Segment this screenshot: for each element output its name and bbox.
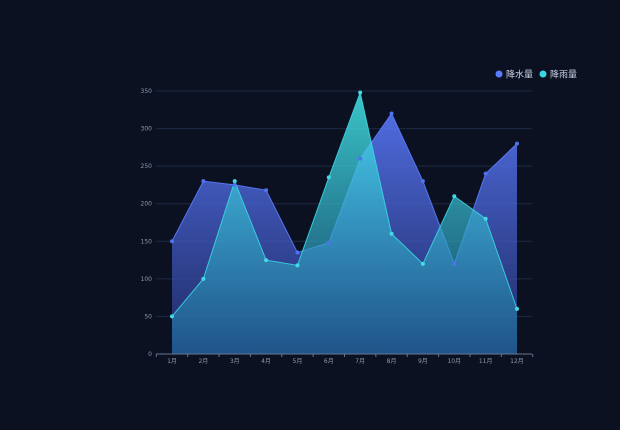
data-point-s1[interactable] xyxy=(483,171,488,176)
data-point-s2[interactable] xyxy=(358,90,363,95)
y-axis: 0 50 100 150 200 250 300 350 xyxy=(141,88,153,358)
legend-marker-icon xyxy=(495,70,503,78)
y-tick-label: 200 xyxy=(141,201,153,208)
series-line-2 xyxy=(171,90,518,317)
data-point-s1[interactable] xyxy=(232,182,237,187)
data-point-s2[interactable] xyxy=(515,306,519,311)
data-point-s1[interactable] xyxy=(264,188,269,193)
x-tick-label: 7月 xyxy=(355,358,365,365)
data-point-s2[interactable] xyxy=(170,314,174,319)
data-point-s1[interactable] xyxy=(515,141,519,146)
x-tick-label: 4月 xyxy=(261,358,271,365)
y-tick-label: 300 xyxy=(141,126,153,133)
data-point-s2[interactable] xyxy=(232,179,237,184)
series-areas xyxy=(171,90,518,355)
x-tick-label: 2月 xyxy=(198,358,208,365)
data-point-s1[interactable] xyxy=(295,250,300,255)
y-tick-label: 100 xyxy=(141,276,153,283)
series-area-2 xyxy=(172,92,517,354)
data-point-s1[interactable] xyxy=(201,179,206,184)
x-tick-label: 8月 xyxy=(387,358,397,365)
data-point-s2[interactable] xyxy=(201,276,206,281)
data-point-s2[interactable] xyxy=(420,261,425,266)
legend-item-2[interactable]: 降雨量 xyxy=(539,69,578,81)
legend-item-1[interactable]: 降水量 xyxy=(495,69,534,81)
data-point-s1[interactable] xyxy=(452,261,457,266)
legend-marker-icon xyxy=(539,70,547,78)
x-tick-label: 12月 xyxy=(510,358,524,365)
data-point-s2[interactable] xyxy=(326,175,331,180)
y-tick-label: 250 xyxy=(141,163,153,170)
legend-label: 降水量 xyxy=(506,69,533,81)
x-tick-label: 9月 xyxy=(418,358,428,365)
x-tick-label: 10月 xyxy=(447,358,461,365)
y-tick-label: 50 xyxy=(144,313,152,320)
x-axis: 1月 2月 3月 4月 5月 6月 7月 8月 9月 10月 11月 12月 xyxy=(155,353,534,365)
x-tick-label: 6月 xyxy=(324,358,334,365)
data-point-s2[interactable] xyxy=(295,263,300,268)
x-tick-label: 1月 xyxy=(167,358,177,365)
data-point-s1[interactable] xyxy=(326,240,331,245)
legend-label: 降雨量 xyxy=(550,69,577,81)
data-point-s2[interactable] xyxy=(264,258,269,263)
data-point-s2[interactable] xyxy=(389,231,394,236)
y-tick-label: 0 xyxy=(148,351,152,358)
x-tick-label: 3月 xyxy=(230,358,240,365)
data-point-s2[interactable] xyxy=(452,194,457,199)
y-tick-label: 350 xyxy=(141,88,153,95)
y-tick-label: 150 xyxy=(141,238,153,245)
data-point-s2[interactable] xyxy=(483,216,488,221)
legend[interactable]: 降水量 降雨量 xyxy=(495,69,578,81)
data-point-s1[interactable] xyxy=(389,111,394,116)
x-tick-label: 5月 xyxy=(293,358,303,365)
x-tick-label: 11月 xyxy=(479,358,493,365)
data-point-s1[interactable] xyxy=(170,239,174,244)
data-point-s1[interactable] xyxy=(358,156,363,161)
series-points xyxy=(170,90,519,319)
data-point-s1[interactable] xyxy=(420,179,425,184)
